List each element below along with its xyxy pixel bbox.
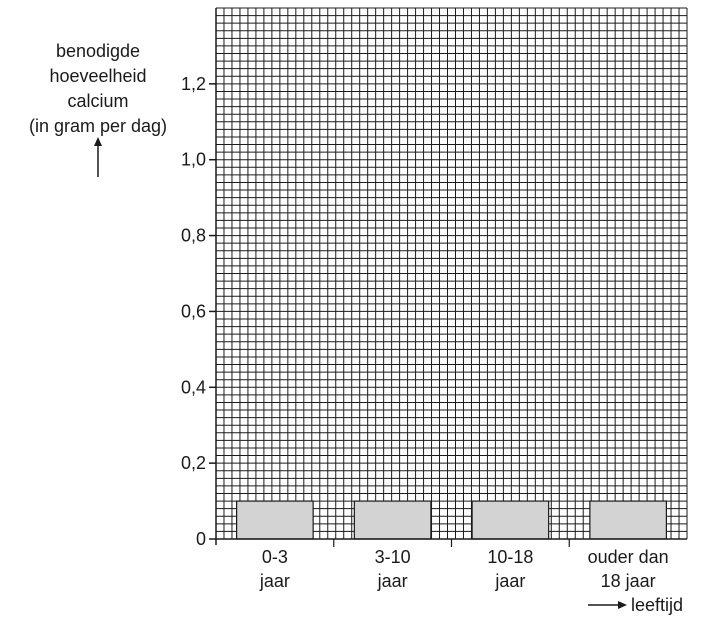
x-category-label: 0-3 — [262, 547, 288, 567]
y-tick-label: 0,2 — [181, 453, 206, 473]
y-axis-label-line-3: calcium — [67, 91, 128, 111]
y-axis-label-line-2: hoeveelheid — [49, 66, 146, 86]
x-axis-label: leeftijd — [631, 595, 683, 615]
y-tick-label: 1,2 — [181, 74, 206, 94]
x-category-label: 10-18 — [487, 547, 533, 567]
y-axis-label-line-1: benodigde — [56, 41, 140, 61]
bar-1 — [353, 500, 432, 540]
y-tick-label: 1,0 — [181, 150, 206, 170]
x-axis-arrow-icon — [588, 601, 627, 609]
x-category-label: jaar — [494, 571, 525, 591]
x-category-label: jaar — [377, 571, 408, 591]
x-labels-group: 0-3 jaar 3-10 jaar 10-18 jaar ouder dan 18 jaar — [259, 547, 669, 591]
x-category-label: 18 jaar — [601, 571, 656, 591]
y-axis-label-line-4: (in gram per dag) — [29, 116, 167, 136]
y-tick-label: 0 — [196, 529, 206, 549]
bar-0 — [236, 500, 314, 540]
axes-group — [215, 8, 687, 547]
bar-3 — [589, 500, 667, 540]
y-tick-label: 0,6 — [181, 301, 206, 321]
bar-2 — [471, 500, 550, 540]
x-category-label: 3-10 — [375, 547, 411, 567]
y-tick-label: 0,8 — [181, 226, 206, 246]
y-ticks-group: 0 0,2 0,4 0,6 0,8 1,0 1,2 — [181, 74, 216, 549]
x-category-label: ouder dan — [588, 547, 669, 567]
x-category-label: jaar — [259, 571, 290, 591]
y-tick-label: 0,4 — [181, 377, 206, 397]
chart-grid — [215, 7, 688, 540]
y-axis-arrow-icon — [94, 137, 102, 177]
bars-group — [236, 500, 667, 540]
